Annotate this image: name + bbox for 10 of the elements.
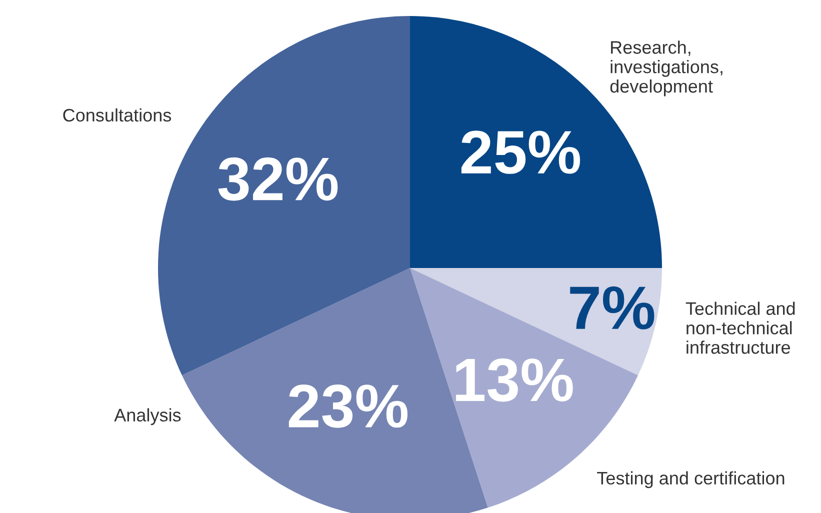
slice-label: Analysis <box>114 408 181 426</box>
slice-label: Consultations <box>63 108 172 122</box>
data-label: 23% <box>288 384 408 428</box>
slice-label: Testing and certification <box>597 471 784 488</box>
slice-label: Research, investigations, development <box>610 40 722 96</box>
data-label: 7% <box>570 286 654 330</box>
slice-label: Technical and non-technical infrastructure <box>686 302 795 354</box>
data-label: 25% <box>461 130 580 174</box>
data-label: 32% <box>218 157 338 201</box>
data-label: 13% <box>456 358 573 402</box>
